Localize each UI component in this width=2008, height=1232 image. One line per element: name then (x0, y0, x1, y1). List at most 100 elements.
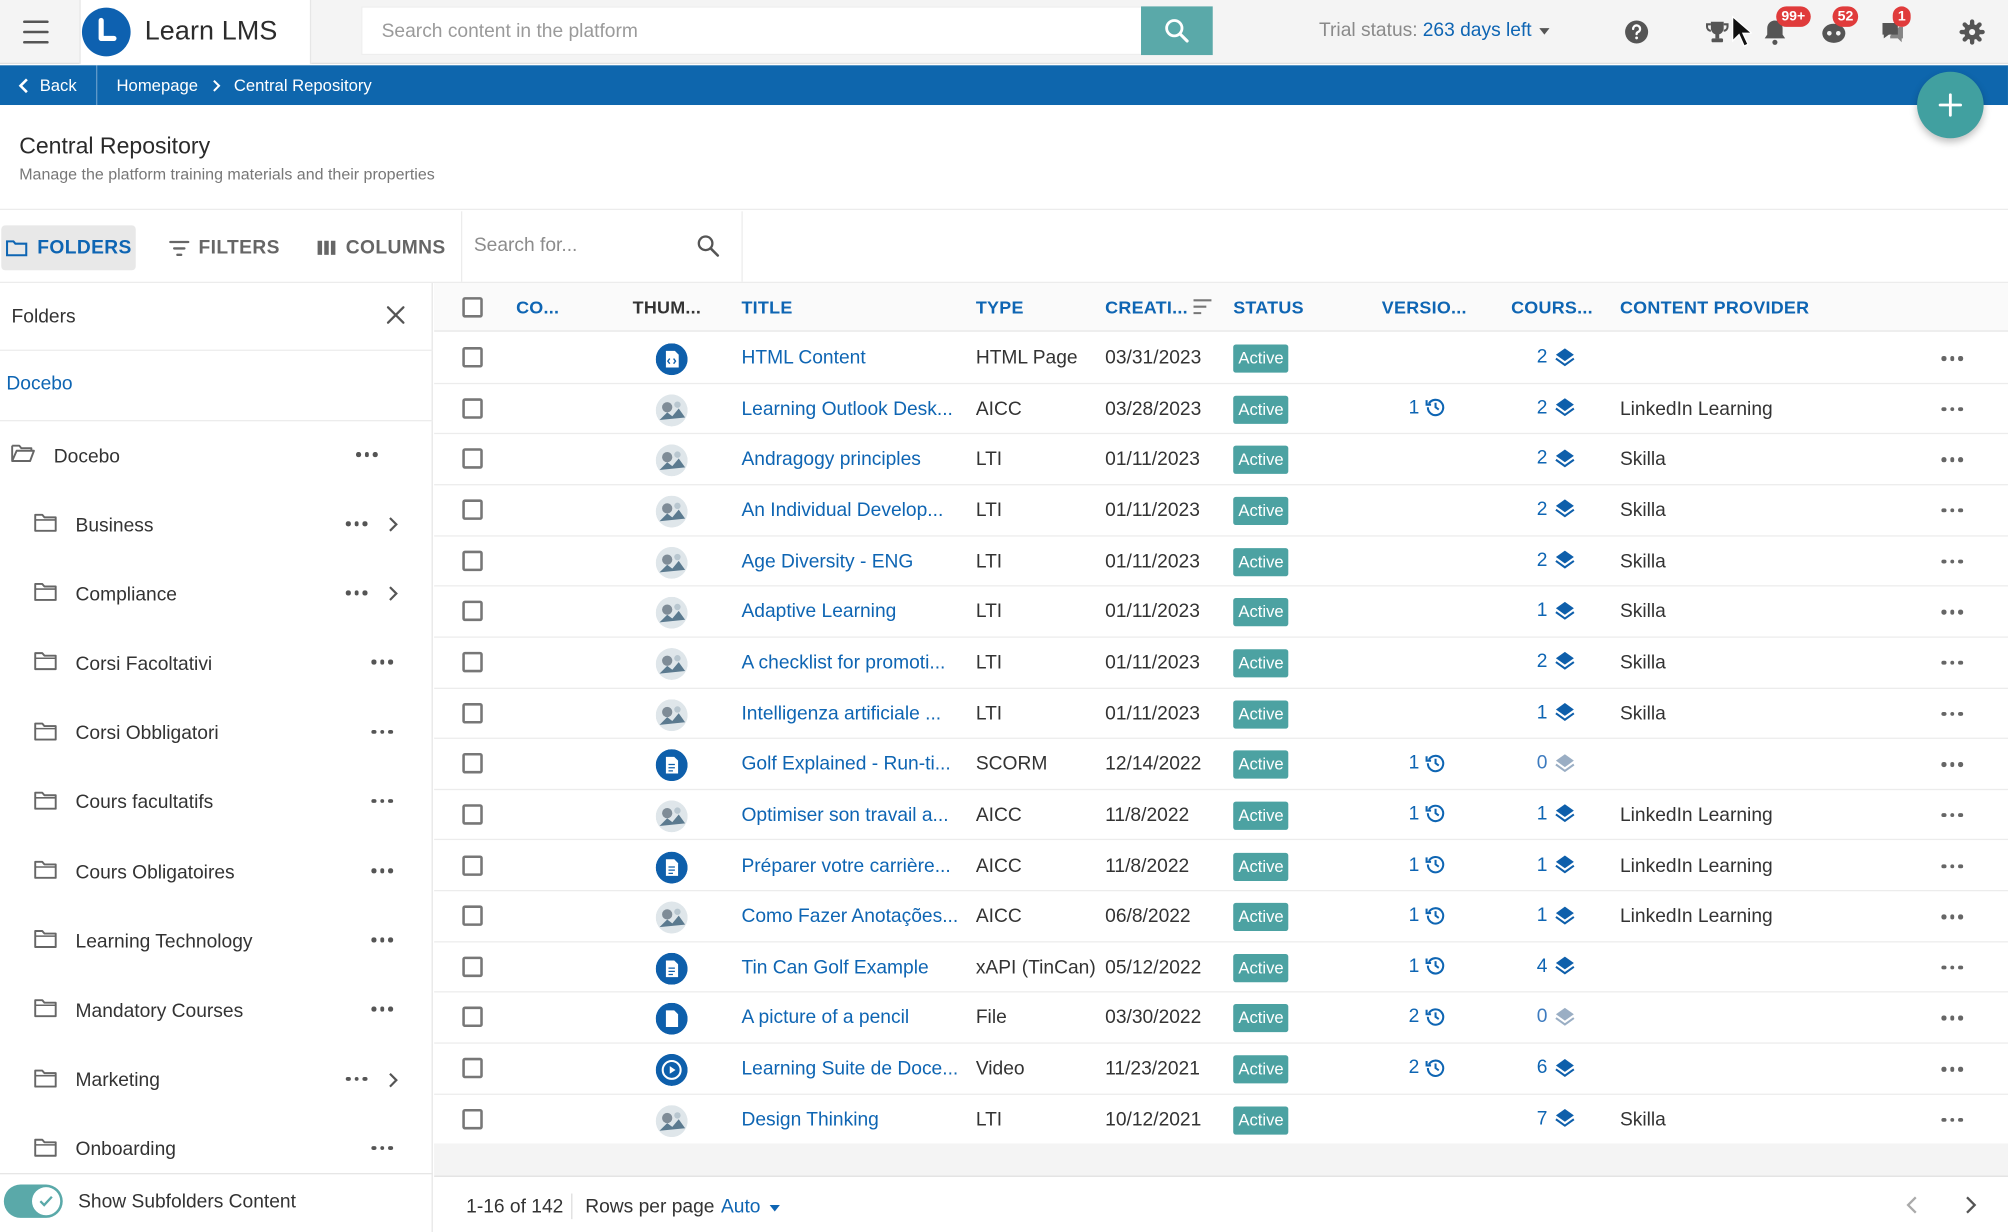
row-more-icon[interactable] (1941, 457, 1963, 463)
row-more-icon[interactable] (1941, 609, 1963, 615)
rows-per-page-select[interactable]: Auto (721, 1196, 781, 1218)
search-button[interactable] (1141, 6, 1213, 56)
row-courses-link[interactable]: 0 (1537, 752, 1576, 774)
row-more-icon[interactable] (1941, 914, 1963, 920)
column-header-content-provider[interactable]: CONTENT PROVIDER (1619, 297, 1810, 318)
column-header-type[interactable]: TYPE (975, 297, 1024, 318)
folder-item[interactable]: Onboarding (0, 1124, 433, 1175)
row-more-icon[interactable] (1941, 559, 1963, 564)
folder-item[interactable]: Business (0, 499, 433, 550)
more-icon[interactable] (345, 521, 367, 526)
row-checkbox[interactable] (462, 804, 483, 825)
next-page-icon[interactable] (1963, 1195, 1978, 1215)
search-icon[interactable] (697, 234, 720, 257)
more-icon[interactable] (371, 729, 393, 734)
folder-item[interactable]: Marketing (0, 1055, 433, 1106)
row-courses-link[interactable]: 2 (1537, 346, 1576, 368)
row-title-link[interactable]: Design Thinking (741, 1108, 879, 1131)
table-row[interactable]: An Individual Develop... LTI 01/11/2023 Act… (434, 485, 2008, 537)
table-row[interactable]: Golf Explained - Run-ti... SCORM 12/14/202… (434, 739, 2008, 790)
row-more-icon[interactable] (1941, 1016, 1963, 1021)
back-button[interactable]: Back (0, 65, 98, 106)
row-checkbox[interactable] (462, 854, 483, 876)
trial-status[interactable]: Trial status: 263 days left (1319, 19, 1552, 41)
row-courses-link[interactable]: 2 (1537, 447, 1576, 469)
folder-item[interactable]: Corsi Obbligatori (0, 708, 433, 759)
row-title-link[interactable]: Tin Can Golf Example (741, 956, 929, 979)
row-more-icon[interactable] (1941, 1066, 1963, 1072)
more-icon[interactable] (371, 798, 393, 804)
folder-item[interactable]: Cours facultatifs (0, 777, 433, 828)
row-title-link[interactable]: Golf Explained - Run-ti... (741, 753, 951, 776)
row-courses-link[interactable]: 4 (1537, 955, 1576, 977)
help-icon[interactable] (1620, 15, 1653, 48)
columns-button[interactable]: COLUMNS (316, 225, 445, 270)
row-more-icon[interactable] (1941, 965, 1963, 970)
table-row[interactable]: Optimiser son travail a... AICC 11/8/2022 A… (434, 790, 2008, 841)
select-all-checkbox[interactable] (462, 297, 483, 318)
row-courses-link[interactable]: 2 (1537, 549, 1576, 571)
row-courses-link[interactable]: 2 (1537, 397, 1576, 418)
row-courses-link[interactable]: 0 (1537, 1006, 1576, 1028)
table-row[interactable]: A picture of a pencil File 03/30/2022 Activ… (434, 993, 2008, 1044)
folder-item[interactable]: Corsi Facoltativi (0, 638, 433, 689)
row-versions-link[interactable]: 1 (1409, 904, 1447, 926)
folder-item[interactable]: Mandatory Courses (0, 985, 433, 1036)
chevron-right-icon[interactable] (388, 585, 398, 602)
row-checkbox[interactable] (462, 956, 483, 977)
column-header-title[interactable]: TITLE (741, 297, 793, 318)
table-row[interactable]: Préparer votre carrière... AICC 11/8/2022 A… (434, 841, 2008, 892)
gear-icon[interactable] (1955, 15, 1988, 48)
table-row[interactable]: Learning Suite de Doce... Video 11/23/2021… (434, 1044, 2008, 1095)
row-checkbox[interactable] (462, 347, 483, 368)
messages-icon[interactable]: 1 (1876, 6, 1911, 48)
chevron-right-icon[interactable] (388, 1071, 398, 1088)
row-versions-link[interactable]: 2 (1409, 1057, 1447, 1078)
row-checkbox[interactable] (462, 550, 483, 571)
bell-icon[interactable]: 99+ (1758, 6, 1811, 48)
more-icon[interactable] (371, 868, 393, 873)
row-courses-link[interactable]: 1 (1537, 854, 1576, 875)
row-checkbox[interactable] (462, 702, 483, 723)
table-row[interactable]: A checklist for promoti... LTI 01/11/2023 A… (434, 638, 2008, 689)
row-courses-link[interactable]: 1 (1537, 803, 1576, 825)
row-more-icon[interactable] (1941, 508, 1963, 513)
chevron-right-icon[interactable] (388, 516, 398, 533)
row-title-link[interactable]: Intelligenza artificiale ... (741, 702, 942, 725)
row-title-link[interactable]: Préparer votre carrière... (741, 854, 951, 877)
table-row[interactable]: Age Diversity - ENG LTI 01/11/2023 Active 2 S… (434, 536, 2008, 587)
brand-logo[interactable]: Learn LMS (79, 0, 312, 65)
row-title-link[interactable]: An Individual Develop... (741, 499, 944, 522)
table-row[interactable]: Como Fazer Anotações... AICC 06/8/2022 Acti… (434, 891, 2008, 943)
row-checkbox[interactable] (462, 651, 483, 673)
trophy-icon[interactable] (1701, 15, 1734, 48)
row-more-icon[interactable] (1941, 660, 1963, 666)
row-more-icon[interactable] (1941, 406, 1963, 412)
row-versions-link[interactable]: 1 (1409, 803, 1447, 825)
prev-page-icon[interactable] (1904, 1195, 1919, 1215)
more-icon[interactable] (345, 590, 367, 596)
row-title-link[interactable]: Learning Outlook Desk... (741, 397, 953, 420)
breadcrumb-homepage[interactable]: Homepage (116, 75, 198, 95)
row-checkbox[interactable] (462, 600, 483, 622)
row-title-link[interactable]: Age Diversity - ENG (741, 550, 914, 572)
row-title-link[interactable]: Optimiser son travail a... (741, 804, 949, 826)
row-courses-link[interactable]: 1 (1537, 904, 1576, 926)
table-row[interactable]: Andragogy principles LTI 01/11/2023 Active 2… (434, 435, 2008, 486)
row-title-link[interactable]: A checklist for promoti... (741, 651, 946, 674)
subfolders-toggle[interactable] (3, 1184, 63, 1218)
table-row[interactable]: Learning Outlook Desk... AICC 03/28/2023 Ac… (434, 384, 2008, 435)
more-icon[interactable] (371, 1145, 393, 1151)
row-checkbox[interactable] (462, 1007, 483, 1028)
folder-item[interactable]: Learning Technology (0, 916, 433, 967)
row-versions-link[interactable]: 1 (1409, 854, 1447, 875)
column-header-status[interactable]: STATUS (1233, 297, 1304, 318)
row-versions-link[interactable]: 2 (1409, 1006, 1447, 1028)
row-title-link[interactable]: HTML Content (741, 347, 866, 369)
close-icon[interactable] (385, 305, 405, 325)
row-title-link[interactable]: Andragogy principles (741, 448, 921, 471)
table-row[interactable]: Adaptive Learning LTI 01/11/2023 Active 1 Ski… (434, 587, 2008, 638)
column-header-created[interactable]: CREATI... (1105, 297, 1188, 318)
row-versions-link[interactable]: 1 (1409, 397, 1447, 418)
sort-icon[interactable] (1192, 298, 1212, 315)
